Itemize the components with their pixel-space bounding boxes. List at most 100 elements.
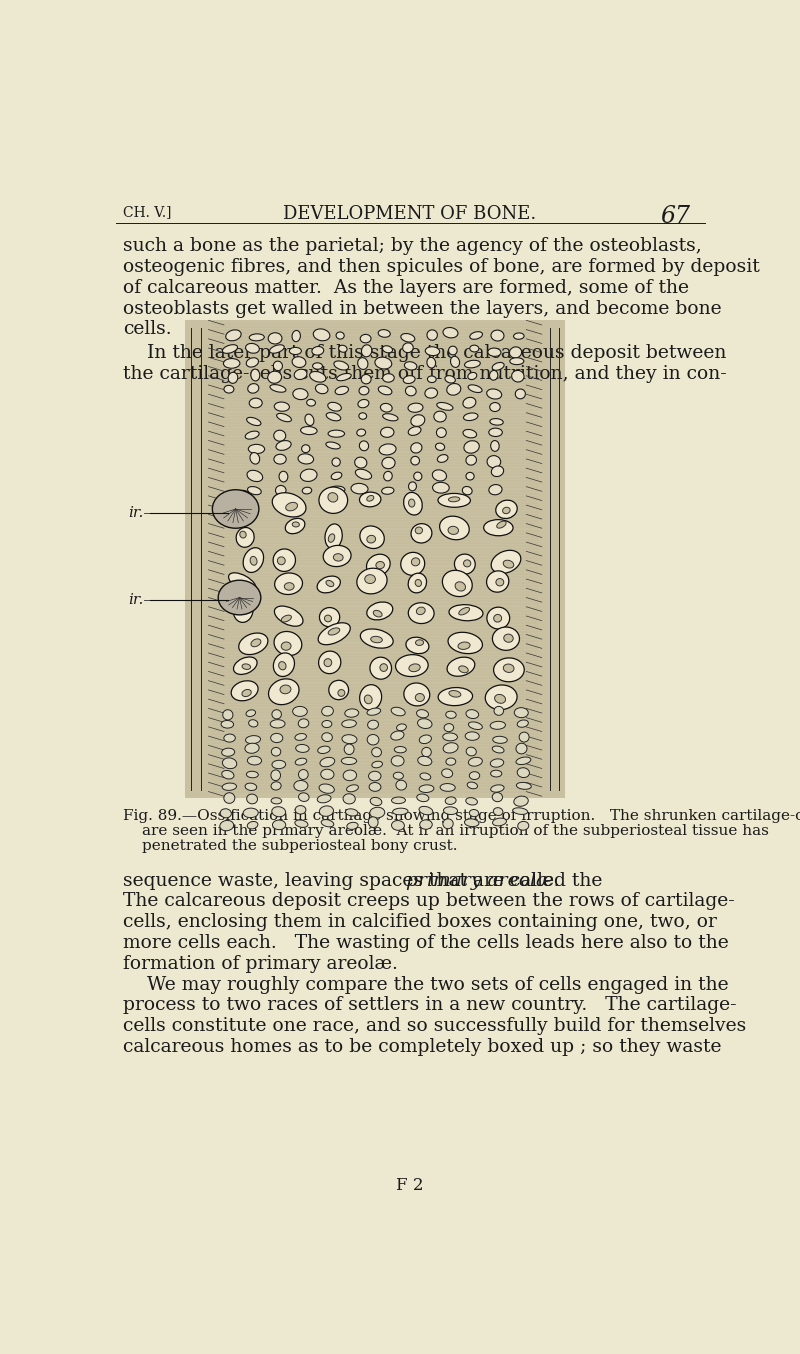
Ellipse shape	[345, 709, 358, 718]
Ellipse shape	[222, 345, 238, 353]
Ellipse shape	[246, 417, 261, 425]
Ellipse shape	[442, 570, 472, 597]
Ellipse shape	[236, 528, 254, 547]
Ellipse shape	[366, 496, 374, 501]
Ellipse shape	[391, 756, 404, 766]
Ellipse shape	[271, 747, 281, 756]
Ellipse shape	[419, 807, 433, 815]
Ellipse shape	[443, 743, 458, 753]
Ellipse shape	[317, 575, 340, 593]
Ellipse shape	[328, 402, 342, 412]
Ellipse shape	[408, 427, 421, 436]
Text: ir.—: ir.—	[128, 506, 158, 520]
Ellipse shape	[328, 533, 334, 543]
Text: Fig. 89.—Ossification in cartilage showing stage of irruption.   The shrunken ca: Fig. 89.—Ossification in cartilage showi…	[123, 808, 800, 822]
Ellipse shape	[274, 362, 282, 371]
Ellipse shape	[369, 783, 381, 791]
Ellipse shape	[240, 531, 246, 538]
Ellipse shape	[367, 708, 381, 715]
Ellipse shape	[247, 486, 262, 494]
Ellipse shape	[312, 347, 324, 355]
Ellipse shape	[372, 747, 382, 757]
Ellipse shape	[419, 785, 434, 792]
Ellipse shape	[323, 546, 351, 566]
Ellipse shape	[360, 525, 384, 548]
Ellipse shape	[319, 608, 340, 627]
Ellipse shape	[305, 414, 314, 425]
Ellipse shape	[306, 399, 315, 406]
Ellipse shape	[292, 521, 299, 527]
Text: penetrated the subperiosteal bony crust.: penetrated the subperiosteal bony crust.	[142, 839, 458, 853]
Text: 67: 67	[661, 204, 690, 227]
Ellipse shape	[246, 344, 259, 353]
Ellipse shape	[246, 709, 255, 716]
Ellipse shape	[270, 720, 285, 728]
Ellipse shape	[322, 720, 332, 727]
Ellipse shape	[286, 519, 305, 533]
Ellipse shape	[237, 581, 246, 586]
Ellipse shape	[415, 639, 424, 646]
Ellipse shape	[433, 482, 450, 493]
Ellipse shape	[270, 385, 286, 393]
Ellipse shape	[463, 559, 471, 567]
Ellipse shape	[318, 795, 331, 803]
Ellipse shape	[315, 385, 328, 394]
Ellipse shape	[286, 502, 298, 510]
Ellipse shape	[418, 719, 432, 728]
Ellipse shape	[443, 328, 458, 338]
Ellipse shape	[247, 822, 258, 829]
Ellipse shape	[250, 556, 257, 565]
Ellipse shape	[372, 761, 382, 768]
Ellipse shape	[328, 493, 338, 502]
Ellipse shape	[411, 524, 432, 543]
Ellipse shape	[226, 330, 241, 341]
Ellipse shape	[342, 735, 357, 743]
Text: formation of primary areolæ.: formation of primary areolæ.	[123, 955, 398, 972]
Ellipse shape	[493, 627, 519, 650]
Ellipse shape	[358, 399, 369, 408]
Ellipse shape	[448, 632, 482, 654]
Ellipse shape	[470, 810, 478, 816]
Ellipse shape	[437, 402, 453, 410]
Ellipse shape	[268, 371, 282, 383]
Ellipse shape	[434, 412, 446, 422]
Ellipse shape	[416, 607, 425, 615]
Text: such a bone as the parietal; by the agency of the osteoblasts,: such a bone as the parietal; by the agen…	[123, 237, 702, 255]
Ellipse shape	[490, 770, 502, 777]
Ellipse shape	[446, 711, 456, 719]
Ellipse shape	[468, 385, 482, 393]
Ellipse shape	[272, 709, 282, 719]
Ellipse shape	[391, 798, 406, 804]
Ellipse shape	[231, 681, 258, 701]
Ellipse shape	[319, 806, 334, 816]
Ellipse shape	[427, 376, 436, 383]
Ellipse shape	[233, 597, 253, 623]
Ellipse shape	[448, 527, 458, 535]
Ellipse shape	[449, 347, 457, 355]
Ellipse shape	[326, 441, 340, 450]
Text: osteogenic fibres, and then spicules of bone, are formed by deposit: osteogenic fibres, and then spicules of …	[123, 259, 760, 276]
Ellipse shape	[229, 573, 256, 592]
Ellipse shape	[295, 734, 306, 741]
Ellipse shape	[319, 784, 334, 793]
Ellipse shape	[222, 770, 234, 779]
Text: F 2: F 2	[396, 1178, 424, 1194]
Ellipse shape	[251, 639, 261, 647]
Ellipse shape	[366, 603, 393, 620]
Ellipse shape	[445, 375, 455, 383]
Ellipse shape	[440, 516, 470, 540]
Ellipse shape	[493, 737, 507, 743]
Ellipse shape	[426, 347, 440, 356]
Ellipse shape	[278, 556, 286, 565]
Ellipse shape	[274, 631, 302, 655]
Ellipse shape	[487, 455, 501, 468]
Ellipse shape	[394, 746, 406, 753]
Ellipse shape	[275, 486, 286, 496]
Ellipse shape	[492, 363, 504, 370]
Ellipse shape	[249, 720, 258, 727]
Ellipse shape	[458, 666, 468, 673]
Ellipse shape	[234, 657, 257, 674]
Ellipse shape	[490, 758, 504, 768]
Ellipse shape	[246, 772, 258, 777]
Ellipse shape	[519, 733, 529, 742]
